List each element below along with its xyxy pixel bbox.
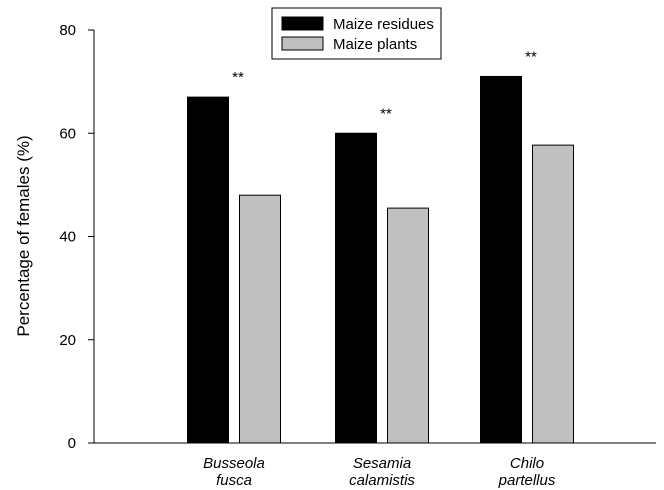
significance-label: ** — [380, 105, 392, 122]
legend-label: Maize residues — [333, 16, 434, 33]
chart-marks: ** ** ** — [187, 48, 574, 444]
bar-residues-1 — [335, 132, 377, 444]
legend-swatch — [281, 36, 324, 51]
y-tick-label: 40 — [59, 229, 76, 246]
significance-label: ** — [232, 69, 244, 86]
y-tick-label: 20 — [59, 332, 76, 349]
y-axis-title: Percentage of females (%) — [14, 135, 33, 336]
legend-label: Maize plants — [333, 36, 417, 53]
x-category-label: Sesamia calamistis — [349, 455, 415, 489]
bar-plants-0 — [239, 194, 281, 444]
significance-label: ** — [525, 48, 537, 65]
y-tick-label: 80 — [59, 22, 76, 39]
y-axis-ticks: 0 20 40 60 80 — [59, 22, 94, 452]
y-tick-label: 0 — [68, 435, 76, 452]
bar-plants-1 — [387, 207, 429, 444]
bar-residues-2 — [480, 75, 522, 444]
bar-plants-2 — [532, 144, 574, 444]
legend-swatch — [281, 16, 324, 31]
x-category-label: Busseola fusca — [203, 455, 265, 489]
bar-residues-0 — [187, 96, 229, 444]
legend: Maize residues Maize plants — [271, 7, 442, 60]
x-category-label: Chilo partellus — [498, 455, 556, 489]
x-axis-category-labels: Busseola fusca Sesamia calamistis Chilo parte… — [203, 455, 556, 489]
y-tick-label: 60 — [59, 125, 76, 142]
